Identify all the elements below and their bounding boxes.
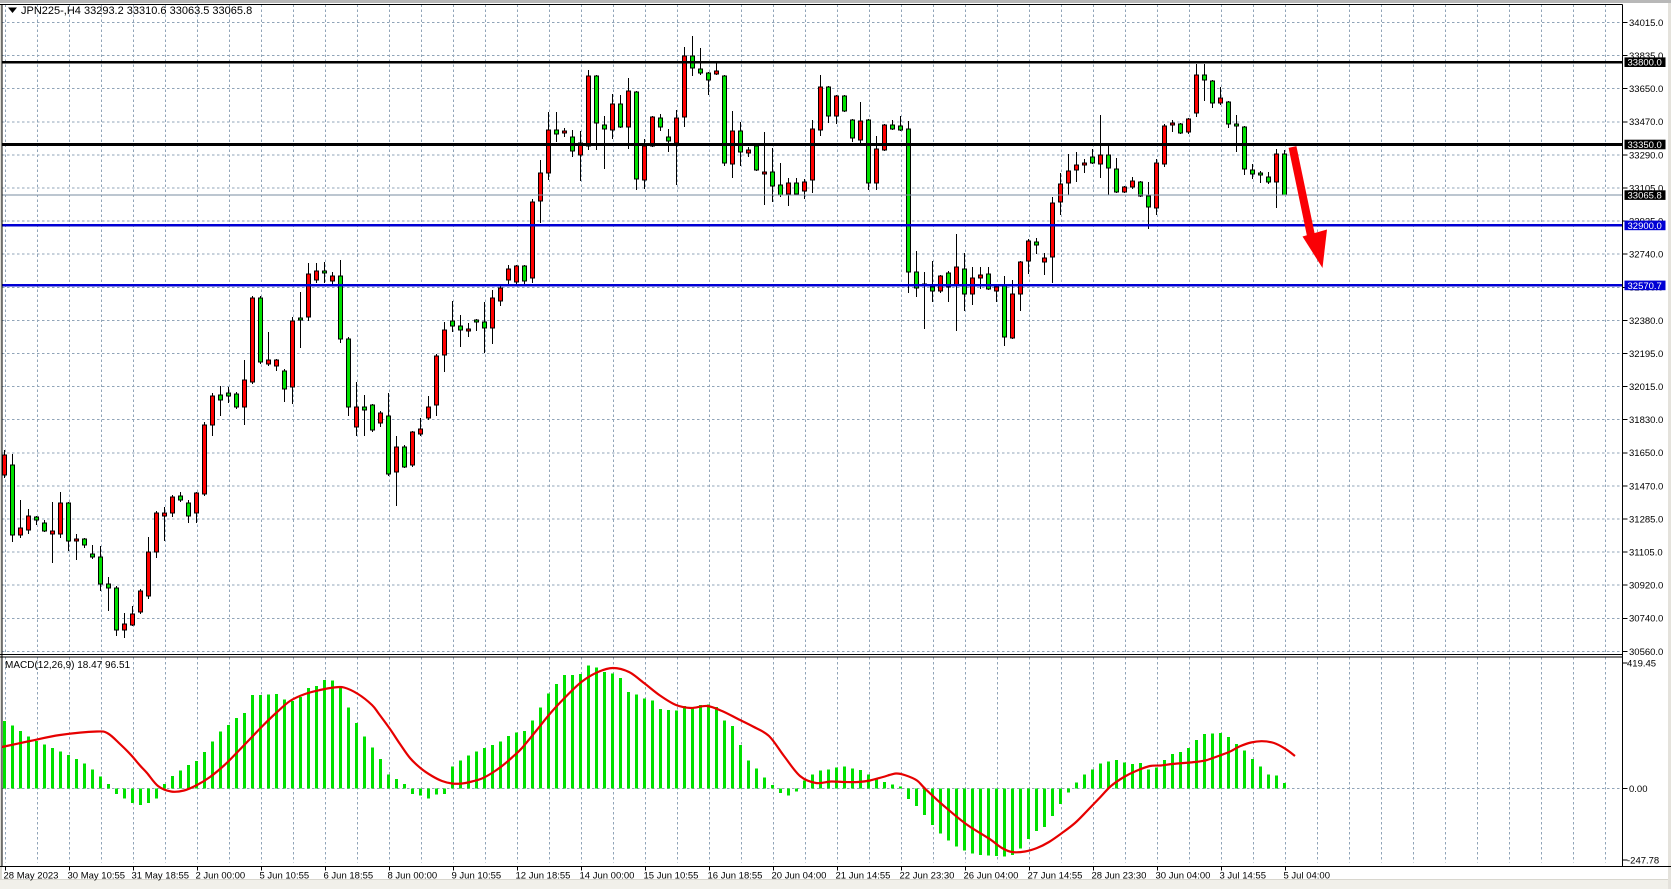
svg-text:28 Jun 23:30: 28 Jun 23:30: [1092, 871, 1147, 882]
svg-text:0.00: 0.00: [1629, 784, 1648, 795]
svg-text:33065.8: 33065.8: [1628, 191, 1662, 202]
svg-text:MACD(12,26,9) 18.47 96.51: MACD(12,26,9) 18.47 96.51: [5, 660, 131, 671]
svg-text:6 Jun 18:55: 6 Jun 18:55: [324, 871, 374, 882]
svg-text:-247.78: -247.78: [1627, 855, 1659, 866]
svg-text:14 Jun 00:00: 14 Jun 00:00: [580, 871, 635, 882]
svg-text:12 Jun 18:55: 12 Jun 18:55: [516, 871, 571, 882]
svg-text:31105.0: 31105.0: [1629, 548, 1663, 559]
svg-text:21 Jun 14:55: 21 Jun 14:55: [836, 871, 891, 882]
svg-text:31 May 18:55: 31 May 18:55: [132, 871, 190, 882]
svg-text:3 Jul 14:55: 3 Jul 14:55: [1220, 871, 1266, 882]
svg-text:30560.0: 30560.0: [1629, 647, 1663, 658]
svg-text:32015.0: 32015.0: [1629, 382, 1663, 393]
svg-text:32900.0: 32900.0: [1628, 221, 1662, 232]
svg-text:33800.0: 33800.0: [1628, 58, 1662, 69]
svg-text:33650.0: 33650.0: [1629, 84, 1663, 95]
svg-text:31650.0: 31650.0: [1629, 448, 1663, 459]
svg-text:34015.0: 34015.0: [1629, 18, 1663, 29]
svg-text:32740.0: 32740.0: [1629, 250, 1663, 261]
svg-text:2 Jun 00:00: 2 Jun 00:00: [196, 871, 246, 882]
svg-text:28 May 2023: 28 May 2023: [4, 871, 59, 882]
svg-text:32380.0: 32380.0: [1629, 316, 1663, 327]
svg-text:33290.0: 33290.0: [1629, 150, 1663, 161]
svg-text:5 Jun 10:55: 5 Jun 10:55: [260, 871, 310, 882]
svg-text:32195.0: 32195.0: [1629, 349, 1663, 360]
svg-text:JPN225-,H4 33293.2 33310.6 33: JPN225-,H4 33293.2 33310.6 33063.5 33065…: [21, 5, 252, 17]
svg-text:31830.0: 31830.0: [1629, 415, 1663, 426]
svg-text:22 Jun 23:30: 22 Jun 23:30: [900, 871, 955, 882]
svg-text:33835.0: 33835.0: [1629, 51, 1663, 62]
svg-text:16 Jun 18:55: 16 Jun 18:55: [708, 871, 763, 882]
svg-text:27 Jun 14:55: 27 Jun 14:55: [1028, 871, 1083, 882]
svg-text:15 Jun 10:55: 15 Jun 10:55: [644, 871, 699, 882]
svg-text:9 Jun 10:55: 9 Jun 10:55: [452, 871, 502, 882]
svg-text:419.45: 419.45: [1627, 658, 1656, 669]
svg-text:30 Jun 04:00: 30 Jun 04:00: [1156, 871, 1211, 882]
svg-text:30 May 10:55: 30 May 10:55: [68, 871, 126, 882]
svg-text:31285.0: 31285.0: [1629, 514, 1663, 525]
svg-text:30920.0: 30920.0: [1629, 581, 1663, 592]
svg-text:32570.7: 32570.7: [1628, 281, 1662, 292]
svg-text:30740.0: 30740.0: [1629, 614, 1663, 625]
svg-text:31470.0: 31470.0: [1629, 481, 1663, 492]
svg-text:33350.0: 33350.0: [1628, 140, 1662, 151]
svg-text:33470.0: 33470.0: [1629, 117, 1663, 128]
svg-text:8 Jun 00:00: 8 Jun 00:00: [388, 871, 438, 882]
svg-text:20 Jun 04:00: 20 Jun 04:00: [772, 871, 827, 882]
svg-text:5 Jul 04:00: 5 Jul 04:00: [1284, 871, 1330, 882]
svg-text:33105.0: 33105.0: [1629, 183, 1663, 194]
svg-text:26 Jun 04:00: 26 Jun 04:00: [964, 871, 1019, 882]
